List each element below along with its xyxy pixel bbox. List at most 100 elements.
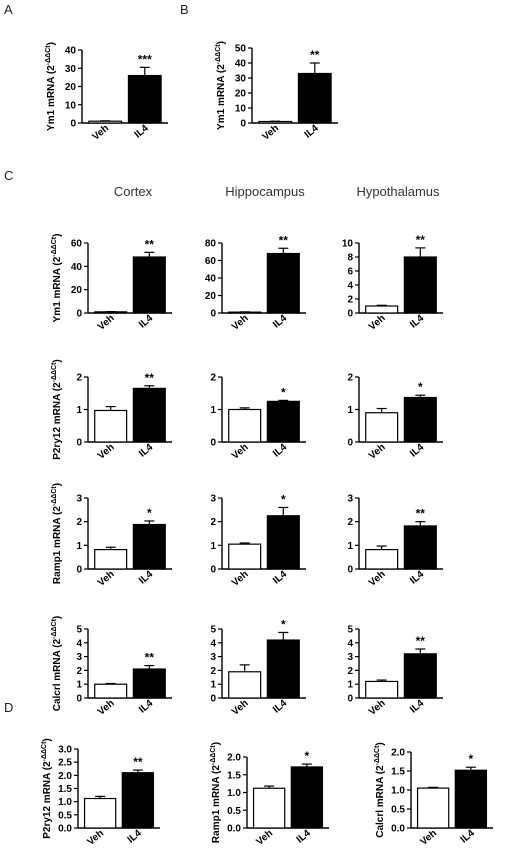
chart-a: 0 10 20 30 40 Veh *** IL4 Ym1 mRNA (2-ΔΔCt) xyxy=(45,42,168,143)
y-tick-label: 4 xyxy=(76,638,82,649)
y-tick-label: 1 xyxy=(210,680,216,691)
x-tick-label: IL4 xyxy=(137,698,155,716)
x-tick-label: IL4 xyxy=(137,442,155,460)
x-tick-label: Veh xyxy=(254,828,275,848)
bar-veh xyxy=(88,120,123,124)
significance-marker: * xyxy=(281,492,286,506)
y-axis-label: P2ry12 mRNA (2-ΔΔCt) xyxy=(41,738,53,839)
y-tick-label: 1.5 xyxy=(58,784,72,795)
y-tick-label: 1.5 xyxy=(391,767,405,778)
chart-c-hypothalamus-ramp1: 0 1 2 3 Veh ** IL4 xyxy=(347,494,443,589)
bar-il4 xyxy=(266,400,300,443)
y-tick-label: 5 xyxy=(76,625,82,636)
y-tick-label: 0 xyxy=(76,694,82,705)
y-tick-label: 1 xyxy=(347,405,353,416)
y-tick-label: 0.5 xyxy=(227,806,241,817)
bar-il4 xyxy=(403,256,437,314)
y-tick-label: 0 xyxy=(70,119,76,130)
panel-label-d: D xyxy=(4,700,13,715)
column-header-hypothalamus: Hypothalamus xyxy=(356,184,440,199)
chart-c-hypothalamus-p2ry12: 0 1 2 Veh * IL4 xyxy=(347,373,443,462)
chart-c-hippocampus-ym1: 0 20 40 60 80 Veh ** IL4 xyxy=(205,233,306,333)
y-tick-label: 0 xyxy=(240,119,246,130)
significance-marker: ** xyxy=(416,233,426,247)
y-tick-label: 2 xyxy=(347,373,353,384)
bar-veh xyxy=(365,305,399,314)
y-axis-label: Ym1 mRNA (2-ΔΔCt) xyxy=(215,41,227,130)
x-tick-label: Veh xyxy=(367,313,388,333)
significance-marker: * xyxy=(147,506,152,520)
y-tick-label: 2.0 xyxy=(58,771,72,782)
y-axis-label: Ym1 mRNA (2-ΔΔCt) xyxy=(45,42,57,131)
y-tick-label: 2 xyxy=(76,666,82,677)
y-axis-label: Calcrl mRNA (2-ΔΔCt) xyxy=(374,742,386,838)
bar-veh xyxy=(416,787,450,829)
x-tick-label: IL4 xyxy=(408,569,426,587)
bar-veh xyxy=(365,680,399,699)
x-tick-label: IL4 xyxy=(137,313,155,331)
y-tick-label: 0.5 xyxy=(58,810,72,821)
y-tick-label: 3 xyxy=(76,652,82,663)
y-tick-label: 1 xyxy=(210,541,216,552)
y-tick-label: 3.0 xyxy=(58,745,72,756)
x-tick-label: Veh xyxy=(85,828,106,848)
y-tick-label: 0 xyxy=(76,309,82,320)
y-tick-label: 1 xyxy=(76,541,82,552)
x-tick-label: Veh xyxy=(96,698,117,718)
x-tick-label: IL4 xyxy=(126,828,144,846)
y-axis-label: Ym1 mRNA (2-ΔΔCt) xyxy=(51,234,63,323)
y-tick-label: 80 xyxy=(205,239,217,250)
x-tick-label: IL4 xyxy=(137,569,155,587)
column-header-cortex: Cortex xyxy=(114,184,153,199)
y-tick-label: 40 xyxy=(65,46,77,57)
y-tick-label: 0 xyxy=(347,694,353,705)
y-tick-label: 30 xyxy=(65,64,77,75)
chart-d-p2ry12: 0.0 0.5 1.0 1.5 2.0 2.5 3.0 Veh ** IL4 P2ry12 mRNA… xyxy=(41,738,160,848)
bar-il4 xyxy=(297,72,332,124)
bar-il4 xyxy=(454,769,488,829)
panel-label-a: A xyxy=(4,2,13,17)
bar-veh xyxy=(228,408,262,443)
x-tick-label: Veh xyxy=(90,123,111,143)
chart-d-calcrl: 0.0 0.5 1.0 1.5 2.0 Veh * IL4 Calcrl mRNA (2-ΔΔC… xyxy=(374,742,493,848)
bar-veh xyxy=(365,412,399,443)
bar-veh xyxy=(228,543,262,570)
y-tick-label: 0 xyxy=(210,565,216,576)
significance-marker: ** xyxy=(416,507,426,521)
x-tick-label: Veh xyxy=(367,698,388,718)
y-tick-label: 2 xyxy=(210,666,216,677)
bar-veh xyxy=(94,548,128,570)
bar-il4 xyxy=(266,639,300,699)
y-tick-label: 2 xyxy=(76,373,82,384)
x-tick-label: IL4 xyxy=(408,313,426,331)
x-tick-label: Veh xyxy=(367,569,388,589)
chart-c-cortex-p2ry12: 0 1 2 Veh ** IL4 P2ry12 mRNA (2-ΔΔCt) xyxy=(51,359,172,462)
y-tick-label: 3 xyxy=(210,652,216,663)
y-tick-label: 0 xyxy=(210,438,216,449)
significance-marker: * xyxy=(469,752,474,766)
bar-il4 xyxy=(403,396,437,443)
y-tick-label: 40 xyxy=(235,59,247,70)
y-axis-label: Ramp1 mRNA (2-ΔΔCt) xyxy=(51,483,63,584)
chart-c-cortex-ym1: 0 20 40 60 Veh ** IL4 Ym1 mRNA (2-ΔΔCt) xyxy=(51,234,172,333)
x-tick-label: Veh xyxy=(230,313,251,333)
y-tick-label: 3 xyxy=(210,494,216,505)
x-tick-label: Veh xyxy=(367,442,388,462)
chart-d-ramp1: 0.0 0.5 1.0 1.5 2.0 Veh * IL4 Ramp1 mRNA (2-ΔΔCt… xyxy=(210,742,329,848)
bar-il4 xyxy=(132,668,166,699)
column-header-hippocampus: Hippocampus xyxy=(225,184,305,199)
y-tick-label: 2 xyxy=(347,666,353,677)
y-tick-label: 2 xyxy=(210,517,216,528)
chart-c-cortex-calcrl: 0 1 2 3 4 5 Veh ** IL4 Calcrl mRNA (2-ΔΔCt) xyxy=(51,616,172,718)
significance-marker: *** xyxy=(138,52,152,66)
bar-il4 xyxy=(403,653,437,699)
y-tick-label: 60 xyxy=(205,256,217,267)
y-tick-label: 2 xyxy=(210,373,216,384)
y-tick-label: 2 xyxy=(76,517,82,528)
significance-marker: ** xyxy=(145,371,155,385)
bar-il4 xyxy=(132,523,166,570)
x-tick-label: IL4 xyxy=(459,828,477,846)
bar-veh xyxy=(252,787,286,829)
chart-c-hippocampus-calcrl: 0 1 2 3 4 5 Veh * IL4 xyxy=(210,617,306,718)
x-tick-label: Veh xyxy=(96,442,117,462)
